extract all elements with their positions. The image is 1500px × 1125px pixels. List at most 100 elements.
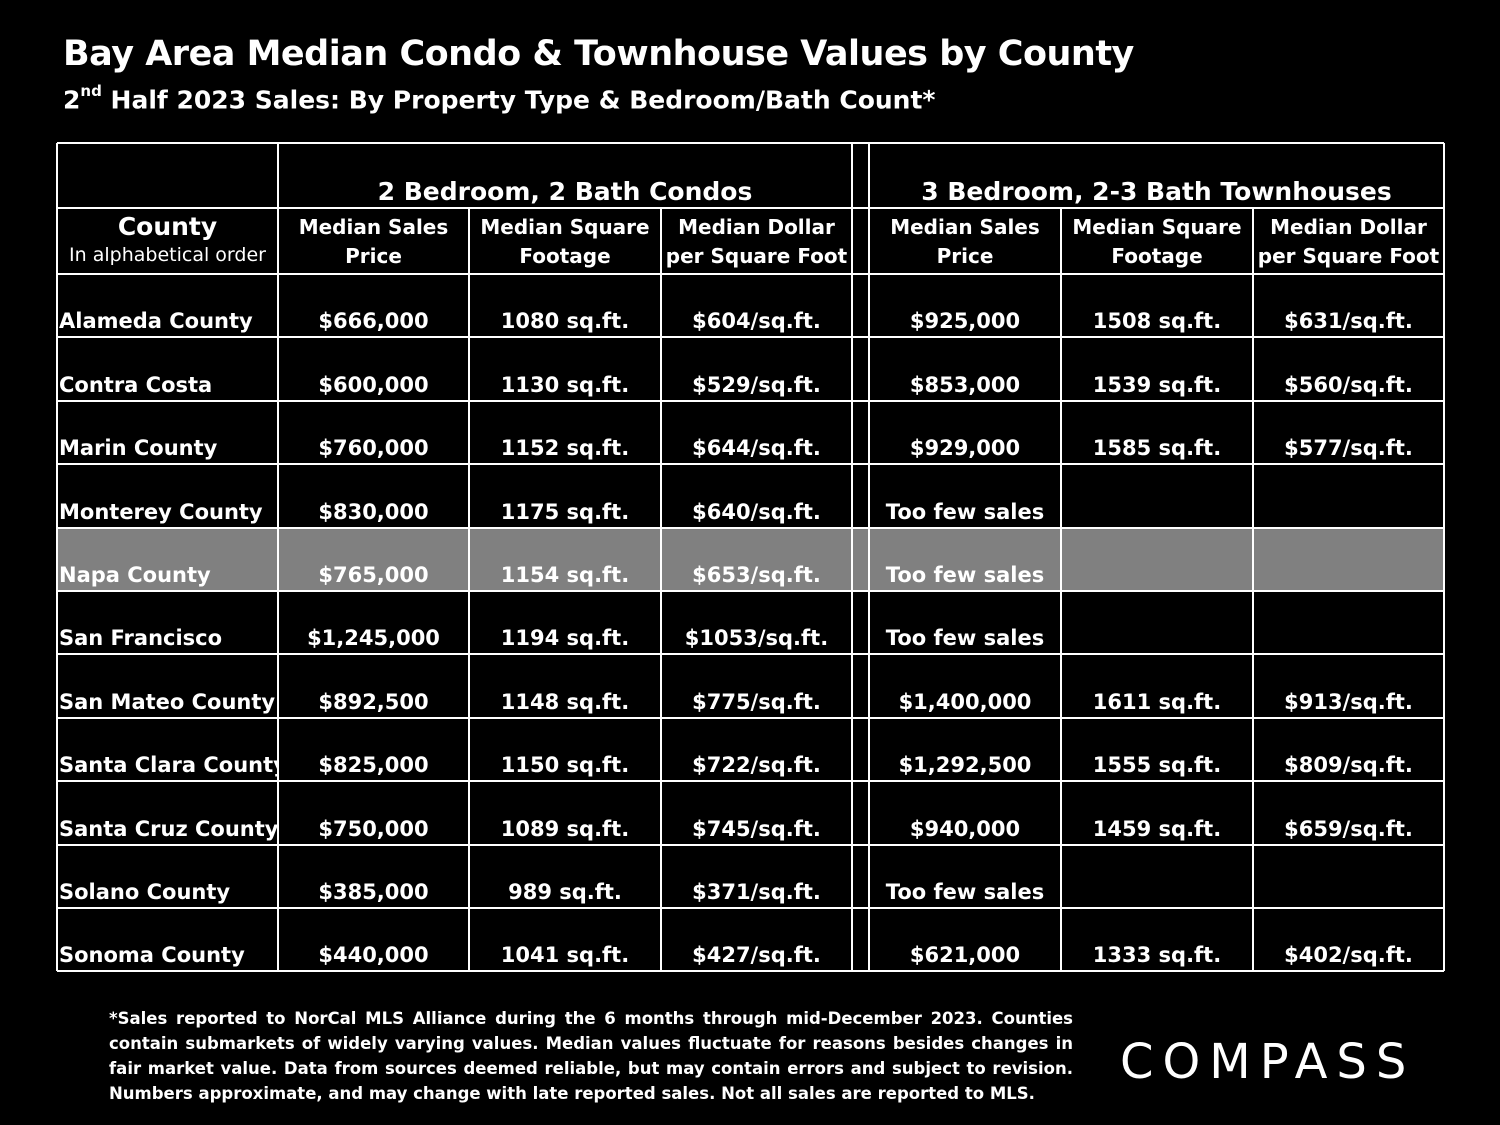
value-cell: $577/sq.ft.	[1284, 436, 1413, 460]
county-header-label: County	[117, 212, 218, 241]
county-name-cell: Contra Costa	[59, 373, 213, 397]
county-header-sublabel: In alphabetical order	[69, 244, 266, 266]
value-cell: $631/sq.ft.	[1284, 309, 1413, 333]
page-title: Bay Area Median Condo & Townhouse Values…	[63, 34, 1134, 74]
table-grid	[56, 142, 1445, 972]
value-cell: $853,000	[909, 373, 1021, 397]
column-header: Median Square Footage	[1061, 208, 1253, 274]
value-cell	[1253, 591, 1444, 654]
county-name-cell: Sonoma County	[59, 943, 245, 967]
value-cell: 1130 sq.ft.	[500, 373, 630, 397]
value-cell: Too few sales	[885, 626, 1045, 650]
value-cell: 1089 sq.ft.	[500, 817, 630, 841]
column-header-line1: Median Sales	[298, 215, 449, 239]
county-name-cell: San Francisco	[59, 626, 223, 650]
column-header: Median Sales Price	[278, 208, 469, 274]
value-cell: $745/sq.ft.	[692, 817, 821, 841]
value-cell: $529/sq.ft.	[692, 373, 821, 397]
value-cell: 1152 sq.ft.	[500, 436, 630, 460]
value-cell: $913/sq.ft.	[1284, 690, 1413, 714]
value-cell: 1459 sq.ft.	[1092, 817, 1222, 841]
value-cell	[1061, 845, 1253, 908]
value-cell: 1611 sq.ft.	[1092, 690, 1222, 714]
value-cell: $440,000	[318, 943, 429, 967]
column-header-line1: Median Square	[1072, 215, 1242, 239]
county-name-cell: Napa County	[59, 563, 211, 587]
value-cell: $1,400,000	[898, 690, 1032, 714]
value-cell: $830,000	[318, 500, 429, 524]
value-cell: 1080 sq.ft.	[500, 309, 630, 333]
column-header: Median Dollar per Square Foot	[661, 208, 852, 274]
county-name-cell: Marin County	[59, 436, 218, 460]
subtitle-text: Half 2023 Sales: By Property Type & Bedr…	[101, 85, 936, 115]
county-name-cell: Santa Cruz County	[59, 817, 278, 841]
county-name-cell: Monterey County	[59, 500, 263, 524]
value-cell: 989 sq.ft.	[508, 880, 622, 904]
value-cell: 1194 sq.ft.	[500, 626, 630, 650]
value-cell: $621,000	[909, 943, 1021, 967]
value-cell: $402/sq.ft.	[1284, 943, 1413, 967]
value-cell: $1,292,500	[898, 753, 1032, 777]
value-cell	[1253, 464, 1444, 528]
value-cell: $1,245,000	[307, 626, 440, 650]
value-cell	[1061, 464, 1253, 528]
column-header-line1: Median Dollar	[678, 215, 835, 239]
value-cell: 1041 sq.ft.	[500, 943, 630, 967]
value-cell: $722/sq.ft.	[692, 753, 821, 777]
value-cell: $560/sq.ft.	[1284, 373, 1413, 397]
column-header: Median Dollar per Square Foot	[1253, 208, 1444, 274]
value-cell: 1585 sq.ft.	[1092, 436, 1222, 460]
value-cell: 1175 sq.ft.	[500, 500, 630, 524]
value-cell: $760,000	[318, 436, 429, 460]
value-cell: Too few sales	[885, 880, 1045, 904]
value-cell: $640/sq.ft.	[692, 500, 821, 524]
value-cell: 1154 sq.ft.	[500, 563, 630, 587]
column-header: Median Square Footage	[469, 208, 661, 274]
value-cell: $427/sq.ft.	[692, 943, 821, 967]
value-cell: Too few sales	[885, 563, 1045, 587]
column-header-line2: Footage	[519, 244, 611, 268]
column-header-line2: Price	[345, 244, 402, 268]
subtitle-ordinal: 2	[63, 85, 81, 115]
value-cell: $385,000	[318, 880, 429, 904]
county-name-cell: San Mateo County	[59, 690, 276, 714]
value-cell: 1150 sq.ft.	[500, 753, 630, 777]
county-name-cell: Solano County	[59, 880, 231, 904]
value-cell: $809/sq.ft.	[1284, 753, 1413, 777]
column-header-line1: Median Sales	[890, 215, 1040, 239]
group-header-townhouses: 3 Bedroom, 2-3 Bath Townhouses	[921, 177, 1392, 206]
value-cell: $825,000	[318, 753, 429, 777]
column-header-line1: Median Square	[480, 215, 650, 239]
county-name-cell: Alameda County	[59, 309, 253, 333]
value-cell	[1061, 591, 1253, 654]
value-cell: 1539 sq.ft.	[1092, 373, 1222, 397]
value-cell: $659/sq.ft.	[1284, 817, 1413, 841]
value-cell	[1061, 528, 1253, 591]
county-name-cell: Santa Clara County	[59, 753, 278, 777]
group-header-condos: 2 Bedroom, 2 Bath Condos	[377, 177, 753, 206]
value-cell: $750,000	[318, 817, 429, 841]
value-cell: 1148 sq.ft.	[500, 690, 630, 714]
value-cell: $940,000	[909, 817, 1021, 841]
value-cell: $1053/sq.ft.	[684, 626, 829, 650]
value-cell: $892,500	[318, 690, 429, 714]
column-header-line2: Price	[936, 244, 994, 268]
column-header-line2: per Square Foot	[1257, 244, 1440, 268]
value-cell: $644/sq.ft.	[692, 436, 821, 460]
value-cell	[1253, 528, 1444, 591]
county-values-table: 2 Bedroom, 2 Bath Condos 3 Bedroom, 2-3 B…	[56, 142, 1445, 972]
value-cell: $666,000	[318, 309, 429, 333]
page-subtitle: 2nd Half 2023 Sales: By Property Type & …	[63, 82, 936, 115]
county-column-header: County In alphabetical order	[57, 208, 278, 274]
value-cell: $929,000	[909, 436, 1021, 460]
compass-logo: COMPASS	[1120, 1034, 1416, 1090]
subtitle-ordinal-suffix: nd	[80, 82, 102, 100]
value-cell: $371/sq.ft.	[692, 880, 821, 904]
column-header: Median Sales Price	[869, 208, 1061, 274]
value-cell: Too few sales	[885, 500, 1045, 524]
column-header-line2: per Square Foot	[665, 244, 848, 268]
value-cell: 1508 sq.ft.	[1092, 309, 1222, 333]
footnote: *Sales reported to NorCal MLS Alliance d…	[109, 1009, 1073, 1103]
value-cell: $775/sq.ft.	[692, 690, 821, 714]
value-cell	[1253, 845, 1444, 908]
